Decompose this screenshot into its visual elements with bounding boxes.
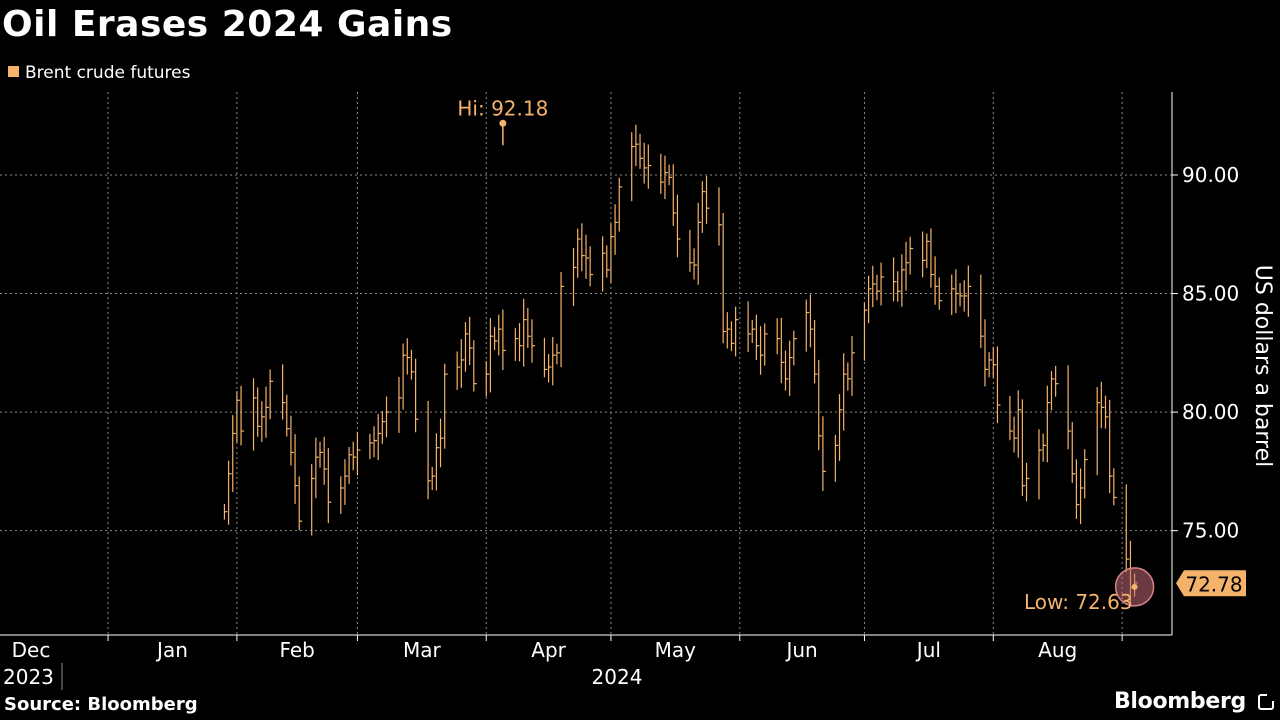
legend-label: Brent crude futures — [25, 63, 191, 83]
low-marker — [1131, 583, 1138, 590]
y-tick-label: 90.00 — [1182, 163, 1239, 187]
x-tick-label: Feb — [279, 638, 314, 662]
source-note: Source: Bloomberg — [4, 694, 198, 715]
x-tick-label: Jun — [784, 638, 817, 662]
x-tick-label: Mar — [403, 638, 442, 662]
legend: Brent crude futures — [8, 63, 190, 83]
legend-swatch — [8, 66, 19, 77]
bloomberg-logo: Bloomberg — [1113, 689, 1246, 714]
y-tick-label: 85.00 — [1182, 282, 1239, 306]
low-label: Low: 72.63 — [1024, 590, 1133, 614]
x-year-label: 2023 — [3, 665, 54, 689]
high-label: Hi: 92.18 — [457, 96, 548, 120]
series-bars — [223, 124, 1138, 606]
x-tick-label: Jan — [155, 638, 188, 662]
x-tick-label: Apr — [531, 638, 566, 662]
last-value-tag — [1176, 570, 1246, 597]
y-tick-label: 75.00 — [1182, 519, 1239, 543]
chart-title: Oil Erases 2024 Gains — [2, 4, 453, 45]
y-tick-label: 80.00 — [1182, 400, 1239, 424]
last-value-label: 72.78 — [1185, 572, 1242, 596]
x-tick-label: May — [655, 638, 697, 662]
high-marker — [499, 119, 507, 127]
x-year-label: 2024 — [592, 665, 643, 689]
expand-icon[interactable] — [1258, 694, 1274, 710]
x-tick-label: Jul — [915, 638, 941, 662]
y-axis-label: US dollars a barrel — [1250, 265, 1275, 467]
x-tick-label: Aug — [1038, 638, 1077, 662]
x-tick-label: Dec — [12, 638, 51, 662]
